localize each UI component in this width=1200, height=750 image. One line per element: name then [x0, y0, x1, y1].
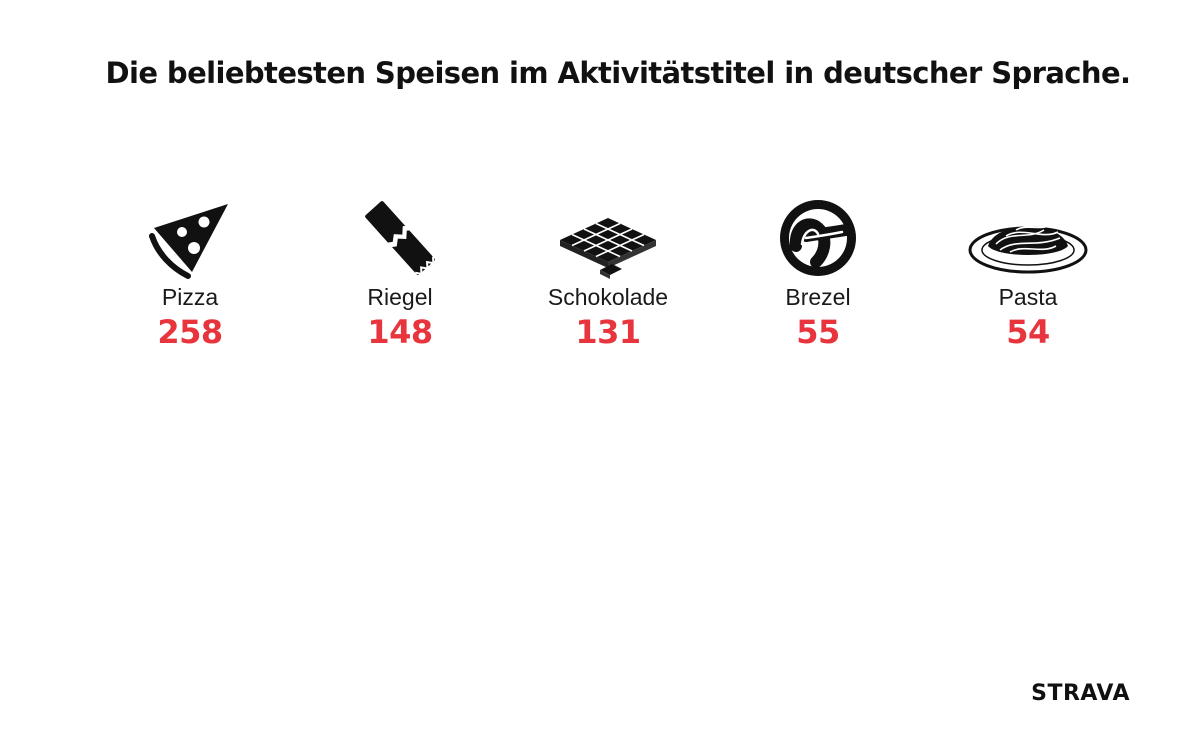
food-label: Pasta [998, 284, 1058, 310]
strava-logo: STRAVA [1031, 681, 1130, 706]
food-item: Brezel 55 [708, 196, 928, 350]
food-item: Pasta 54 [918, 196, 1138, 350]
food-count: 131 [575, 313, 641, 351]
chocolate-bar-icon [498, 196, 718, 280]
food-count: 55 [796, 313, 840, 351]
food-label: Pizza [161, 284, 219, 310]
energy-bar-icon [290, 196, 510, 280]
pizza-slice-icon [80, 196, 300, 280]
food-item: Riegel 148 [290, 196, 510, 350]
food-label: Brezel [785, 284, 851, 310]
food-item: Pizza 258 [80, 196, 300, 350]
food-item: Schokolade 131 [498, 196, 718, 350]
pretzel-icon [708, 196, 928, 280]
food-label: Riegel [367, 284, 433, 310]
chart-title: Die beliebtesten Speisen im Aktivitätsti… [105, 56, 1131, 90]
food-count: 258 [157, 313, 223, 351]
food-count: 148 [367, 313, 433, 351]
food-count: 54 [1006, 313, 1050, 351]
food-label: Schokolade [547, 284, 669, 310]
pasta-plate-icon [918, 196, 1138, 280]
